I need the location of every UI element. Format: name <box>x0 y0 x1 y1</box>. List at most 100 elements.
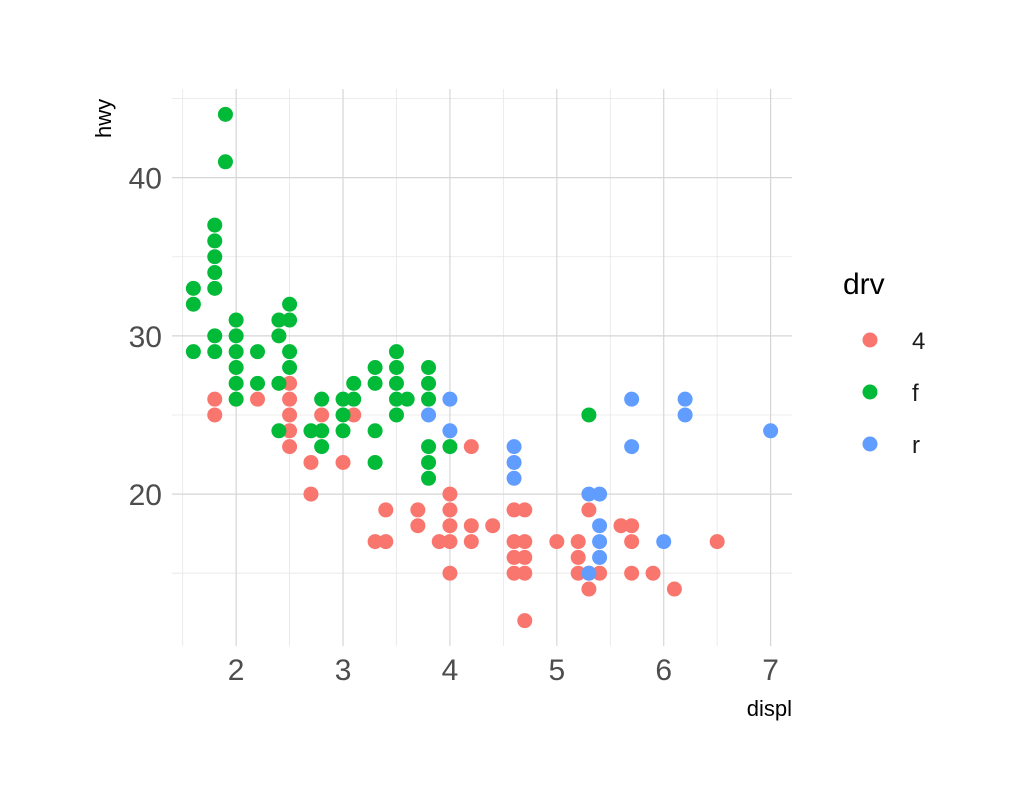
data-point-r <box>592 518 608 534</box>
data-point-f <box>346 391 362 407</box>
data-point-4 <box>346 407 362 423</box>
data-point-f <box>388 391 404 407</box>
data-point-r <box>656 534 672 550</box>
data-point-4 <box>570 534 586 550</box>
data-point-r <box>581 486 597 502</box>
data-point-f <box>442 439 458 455</box>
data-point-r <box>624 439 640 455</box>
data-point-4 <box>506 502 522 518</box>
data-point-4 <box>442 565 458 581</box>
data-point-r <box>506 454 522 470</box>
data-point-f <box>207 217 223 233</box>
data-point-f <box>217 154 233 170</box>
data-point-f <box>421 439 437 455</box>
data-point-r <box>624 391 640 407</box>
data-point-r <box>592 534 608 550</box>
data-point-f <box>207 328 223 344</box>
data-point-4 <box>506 549 522 565</box>
data-point-4 <box>549 534 565 550</box>
grid-lines <box>172 89 792 646</box>
data-point-f <box>346 375 362 391</box>
y-tick-label: 30 <box>129 321 162 354</box>
data-point-4 <box>378 534 394 550</box>
data-point-r <box>421 407 437 423</box>
data-point-f <box>207 233 223 249</box>
data-point-4 <box>463 439 479 455</box>
data-point-4 <box>303 486 319 502</box>
data-point-4 <box>645 565 661 581</box>
data-point-4 <box>624 518 640 534</box>
data-point-4 <box>431 534 447 550</box>
legend-label-4: 4 <box>912 328 925 355</box>
data-point-r <box>442 391 458 407</box>
data-point-f <box>271 375 287 391</box>
legend-items: 4 fr <box>862 328 925 459</box>
y-tick-label: 20 <box>129 479 162 512</box>
x-tick-label: 2 <box>228 654 245 687</box>
data-point-4 <box>613 518 629 534</box>
data-point-f <box>367 423 383 439</box>
data-point-4 <box>282 407 298 423</box>
data-point-f <box>271 328 287 344</box>
data-point-4 <box>581 502 597 518</box>
data-point-f <box>185 280 201 296</box>
data-point-f <box>388 407 404 423</box>
data-point-f <box>228 312 244 328</box>
legend: drv 4 fr <box>843 268 925 459</box>
data-point-f <box>421 470 437 486</box>
data-point-f <box>282 312 298 328</box>
data-point-4 <box>303 454 319 470</box>
data-point-r <box>592 549 608 565</box>
data-point-f <box>367 375 383 391</box>
x-axis-title: displ <box>747 696 792 721</box>
data-point-f <box>282 360 298 375</box>
data-point-f <box>335 391 351 407</box>
data-point-r <box>677 391 693 407</box>
data-point-4 <box>570 565 586 581</box>
y-axis-ticks: 20 30 40 <box>129 163 162 512</box>
legend-key-f <box>862 384 878 400</box>
data-point-f <box>314 439 330 455</box>
data-point-f <box>367 454 383 470</box>
data-point-4 <box>282 375 298 391</box>
data-point-4 <box>378 502 394 518</box>
data-point-4 <box>207 391 223 407</box>
data-point-4 <box>442 486 458 502</box>
x-tick-label: 5 <box>548 654 565 687</box>
data-point-f <box>271 312 287 328</box>
data-point-4 <box>282 391 298 407</box>
data-point-r <box>763 423 779 439</box>
data-point-f <box>282 296 298 312</box>
data-point-f <box>421 375 437 391</box>
data-point-4 <box>581 581 597 597</box>
data-point-4 <box>592 565 608 581</box>
data-point-f <box>367 360 383 375</box>
data-point-f <box>185 296 201 312</box>
data-point-4 <box>442 518 458 534</box>
data-point-f <box>228 344 244 360</box>
data-point-f <box>314 391 330 407</box>
data-point-f <box>271 423 287 439</box>
legend-title: drv <box>843 268 885 301</box>
legend-key-r <box>862 436 878 452</box>
data-point-f <box>388 375 404 391</box>
data-point-r <box>506 470 522 486</box>
legend-label-r: r <box>912 432 920 459</box>
x-tick-label: 3 <box>335 654 352 687</box>
data-point-f <box>314 423 330 439</box>
data-point-f <box>303 423 319 439</box>
data-point-4 <box>250 391 266 407</box>
data-point-4 <box>517 502 533 518</box>
data-point-4 <box>517 565 533 581</box>
data-point-4 <box>570 549 586 565</box>
data-point-4 <box>624 534 640 550</box>
x-tick-label: 7 <box>762 654 779 687</box>
data-point-f <box>399 391 415 407</box>
data-point-f <box>581 407 597 423</box>
data-point-4 <box>314 407 330 423</box>
legend-label-f: f <box>912 380 919 407</box>
data-point-4 <box>442 502 458 518</box>
data-point-f <box>228 391 244 407</box>
data-point-f <box>185 344 201 360</box>
